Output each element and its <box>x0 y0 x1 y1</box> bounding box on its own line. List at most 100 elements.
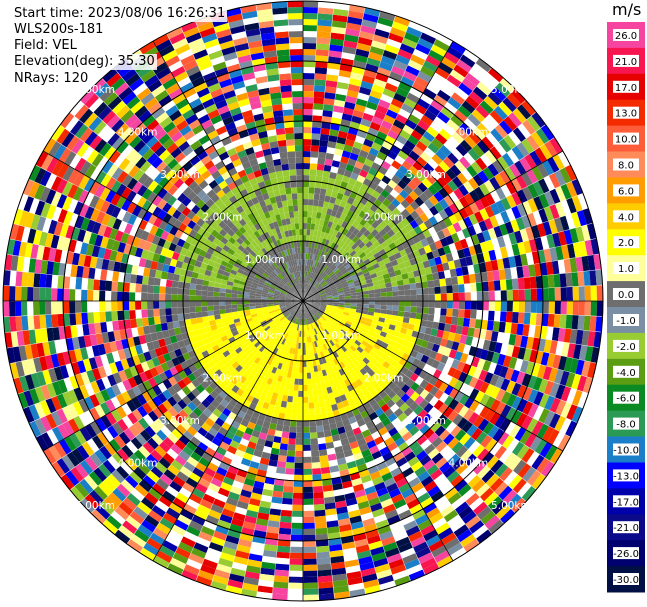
range-gate <box>309 285 314 292</box>
range-gate <box>319 376 325 384</box>
range-gate <box>420 354 430 364</box>
range-gate <box>333 217 340 225</box>
range-gate <box>430 99 444 112</box>
range-gate <box>578 286 585 301</box>
range-gate <box>396 257 404 265</box>
range-gate <box>368 289 375 294</box>
range-gate <box>329 284 336 289</box>
range-gate <box>319 194 326 202</box>
range-gate <box>428 540 444 553</box>
range-gate <box>341 373 348 382</box>
range-gate <box>475 483 490 497</box>
range-gate <box>422 413 433 424</box>
range-gate <box>404 295 411 301</box>
range-gate <box>317 25 332 33</box>
range-gate <box>368 51 383 62</box>
range-gate <box>330 32 345 41</box>
range-gate <box>289 347 293 354</box>
range-gate <box>424 443 436 455</box>
range-gate <box>397 48 413 60</box>
range-gate <box>341 352 349 360</box>
range-gate <box>453 402 464 414</box>
range-gate <box>368 255 376 262</box>
range-gate <box>330 311 337 316</box>
range-gate <box>462 363 471 374</box>
range-gate <box>476 291 483 301</box>
range-gate <box>419 424 431 435</box>
range-gate <box>549 382 560 398</box>
range-gate <box>538 178 550 194</box>
range-gate <box>480 435 493 448</box>
range-gate <box>473 461 486 475</box>
range-gate <box>411 108 424 120</box>
range-gate <box>368 326 376 333</box>
range-gate <box>287 594 303 601</box>
range-gate <box>475 157 488 171</box>
range-gate <box>326 293 333 296</box>
range-gate <box>374 456 385 466</box>
range-gate <box>350 72 364 81</box>
range-gate <box>530 301 537 313</box>
range-gate <box>357 500 370 510</box>
range-gate <box>327 526 340 534</box>
range-gate <box>190 318 198 325</box>
range-gate <box>308 348 312 355</box>
range-gate <box>464 397 475 409</box>
range-gate <box>402 431 413 442</box>
range-gate <box>402 124 414 135</box>
range-gate <box>303 49 316 56</box>
range-gate <box>316 37 331 45</box>
range-gate <box>318 587 334 595</box>
range-gate <box>454 199 464 211</box>
range-gate <box>345 455 355 464</box>
range-gate <box>315 284 321 289</box>
range-gate <box>401 37 418 49</box>
range-gate <box>408 229 418 238</box>
range-gate <box>21 286 28 301</box>
range-gate <box>327 453 337 461</box>
range-gate <box>419 202 430 213</box>
range-gate <box>293 384 299 391</box>
range-gate <box>421 281 429 289</box>
range-gate <box>384 184 394 194</box>
range-gate <box>243 576 259 586</box>
range-gate <box>410 200 420 211</box>
range-gate <box>563 357 573 372</box>
range-gate <box>323 322 329 328</box>
range-gate <box>375 224 384 233</box>
range-gate <box>352 228 360 236</box>
range-gate <box>384 436 395 447</box>
range-gate <box>537 423 549 439</box>
range-gate <box>321 315 328 320</box>
range-gate <box>312 205 318 213</box>
range-gate <box>415 282 423 289</box>
range-gate <box>320 305 327 309</box>
range-gate <box>422 229 432 239</box>
range-gate <box>328 316 335 321</box>
range-gate <box>273 484 284 492</box>
range-gate <box>321 273 327 279</box>
range-gate <box>484 515 500 530</box>
range-gate <box>303 115 313 122</box>
range-gate <box>317 249 323 257</box>
range-gate <box>335 451 345 460</box>
range-gate <box>571 195 583 212</box>
range-gate <box>308 301 315 303</box>
range-gate <box>93 290 100 301</box>
range-gate <box>296 420 303 427</box>
range-gate <box>440 293 447 301</box>
range-gate <box>352 276 359 282</box>
range-gate <box>363 346 371 354</box>
range-gate <box>563 229 573 245</box>
range-gate <box>388 103 401 114</box>
range-gate <box>413 367 423 376</box>
range-gate <box>405 387 415 398</box>
range-gate <box>300 348 303 355</box>
range-gate <box>331 20 347 29</box>
range-gate <box>504 221 514 234</box>
range-gate <box>419 167 431 178</box>
range-gate <box>432 410 443 422</box>
range-gate <box>406 26 423 38</box>
range-gate <box>39 287 46 301</box>
range-gate <box>544 380 555 396</box>
